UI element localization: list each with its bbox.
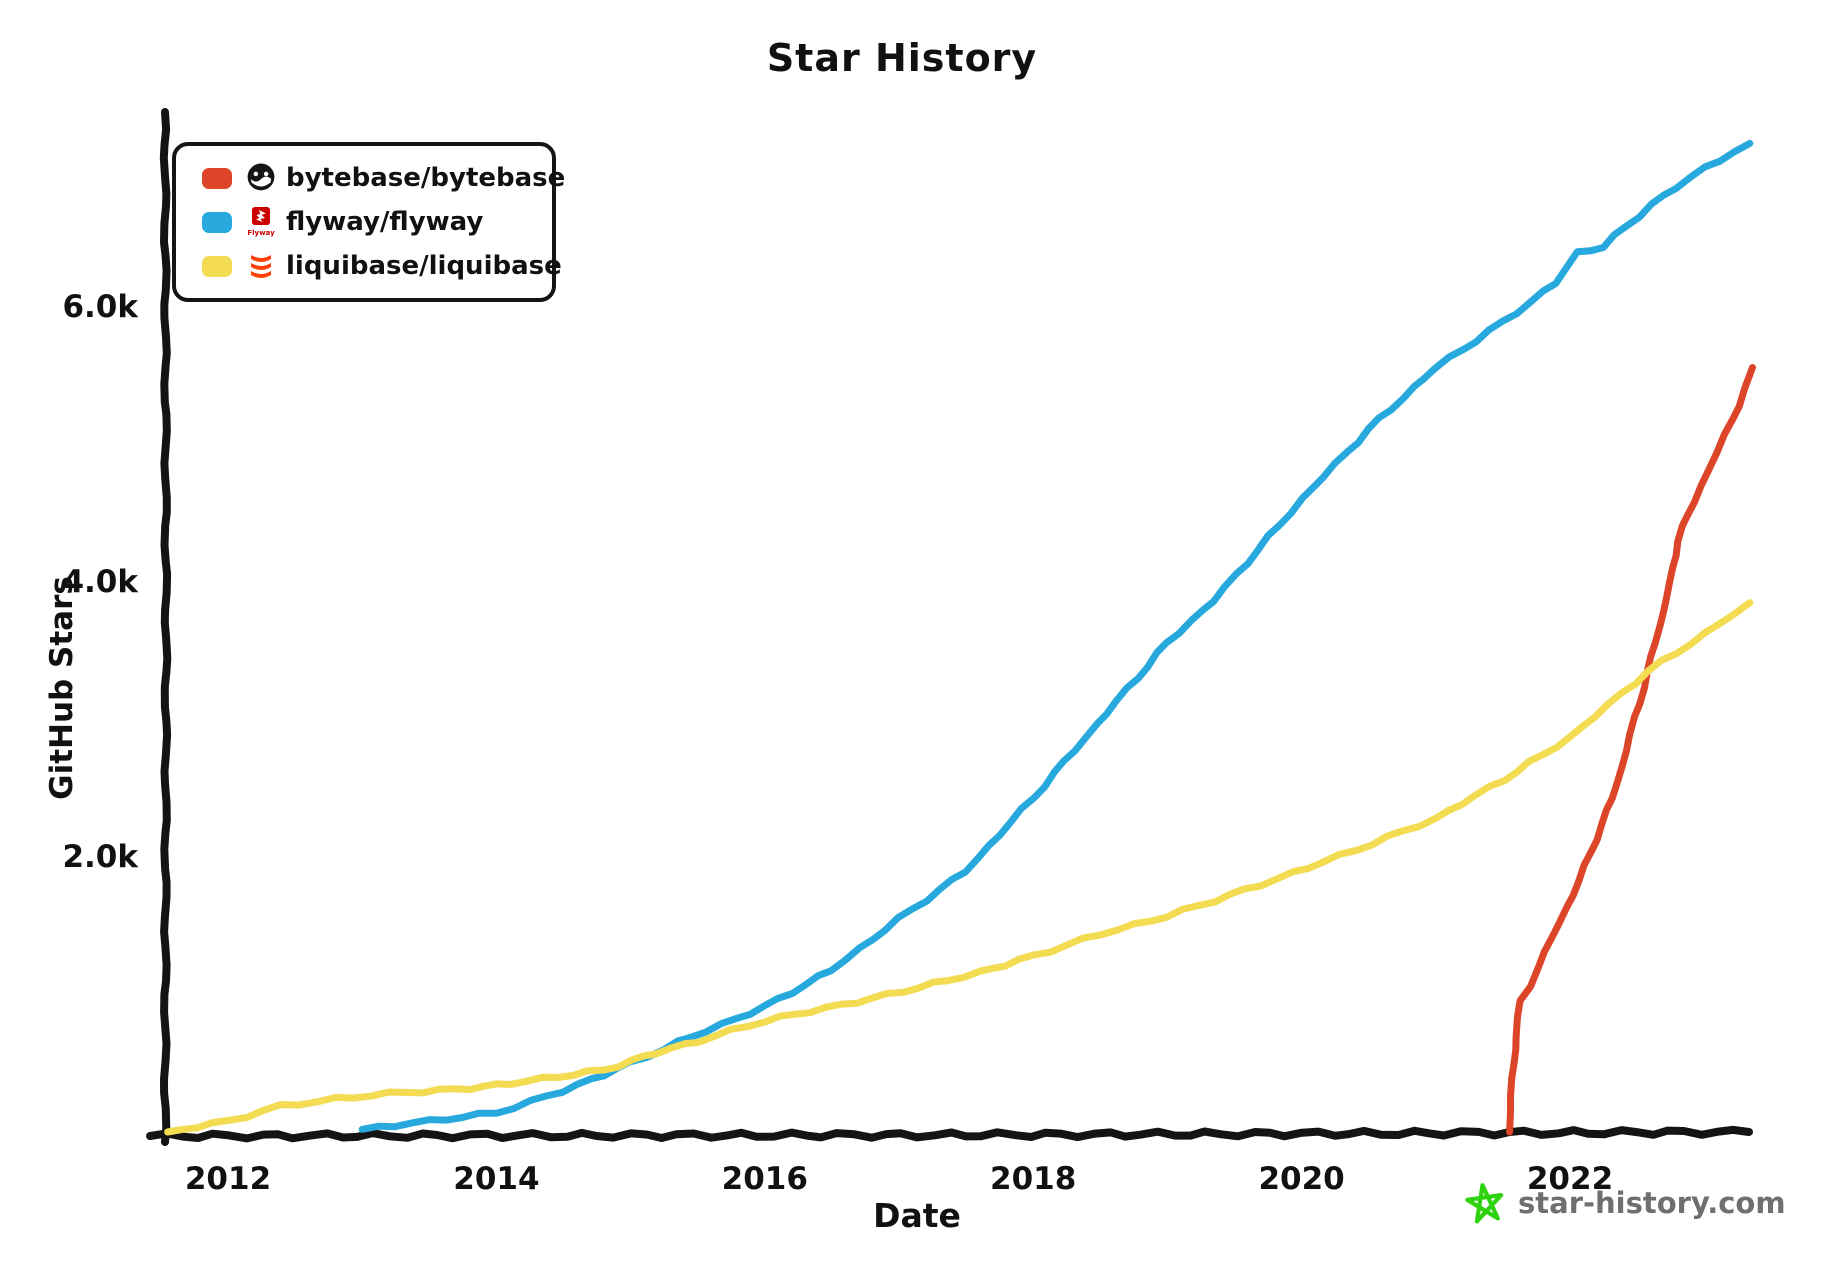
watermark[interactable]: star-history.com	[1462, 1182, 1786, 1224]
y-tick-label: 4.0k	[62, 564, 138, 600]
x-tick-label: 2020	[1258, 1161, 1345, 1197]
flyway-logo-icon: Flyway	[244, 205, 278, 239]
bytebase-logo-icon	[244, 161, 278, 195]
x-tick-label: 2018	[990, 1161, 1077, 1197]
legend-label: flyway/flyway	[286, 207, 484, 237]
x-tick-label: 2022	[1526, 1161, 1614, 1197]
legend-item-liquibase: liquibase/liquibase	[202, 244, 562, 288]
legend-swatch-flyway	[202, 211, 232, 233]
y-tick-label: 6.0k	[62, 289, 138, 325]
legend: bytebase/bytebase Flyway flyway/flyway	[172, 142, 565, 302]
y-axis-line	[159, 108, 172, 1146]
watermark-link[interactable]: star-history.com	[1518, 1186, 1786, 1220]
x-tick-label: 2012	[184, 1161, 272, 1197]
x-tick-label: 2014	[453, 1161, 540, 1197]
legend-swatch-bytebase	[202, 167, 232, 189]
x-axis-title: Date	[873, 1196, 961, 1235]
series-line-liquibase	[164, 599, 1754, 1136]
legend-item-bytebase: bytebase/bytebase	[202, 156, 565, 200]
liquibase-logo-icon	[244, 249, 278, 283]
legend-label: bytebase/bytebase	[286, 163, 566, 193]
star-icon	[1465, 1183, 1504, 1224]
legend-item-flyway: Flyway flyway/flyway	[202, 200, 552, 244]
flyway-logo-caption: Flyway	[247, 229, 275, 237]
x-tick-label: 2016	[721, 1161, 808, 1197]
page-title: Star History	[766, 36, 1038, 80]
y-tick-label: 2.0k	[62, 839, 138, 875]
y-axis-title: GitHub Stars	[44, 576, 80, 800]
legend-swatch-liquibase	[202, 255, 232, 277]
legend-label: liquibase/liquibase	[286, 251, 562, 281]
series-line-flyway	[358, 139, 1754, 1133]
series-line-bytebase	[1506, 364, 1756, 1136]
x-axis-line	[146, 1125, 1753, 1143]
